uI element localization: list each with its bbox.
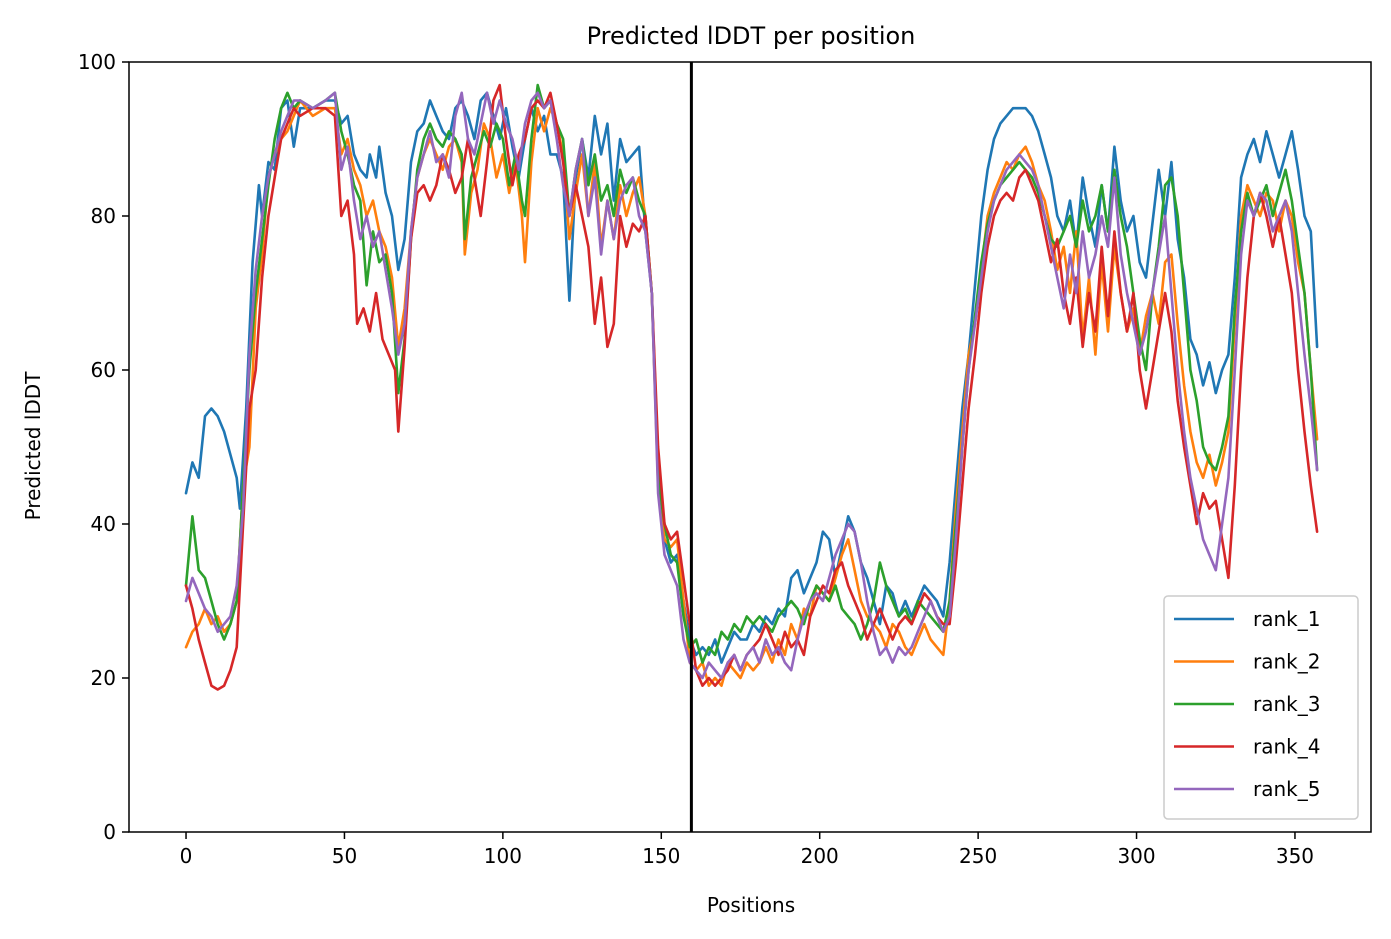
x-tick-label: 300 [1117,844,1155,868]
y-tick-label: 60 [91,358,116,382]
x-tick-label: 350 [1276,844,1314,868]
series-line-rank-5 [184,91,1319,680]
y-tick-label: 100 [78,50,116,74]
x-tick-label: 100 [484,844,522,868]
plot-frame [128,61,1372,833]
plot-area [128,61,1372,833]
y-axis: 0 20 40 60 80 100 [78,50,129,844]
x-axis-label: Positions [707,893,795,917]
x-tick-label: 150 [642,844,680,868]
chart-title: Predicted lDDT per position [587,22,916,50]
x-tick-label: 0 [180,844,193,868]
series-line-rank-3 [184,83,1319,664]
x-tick-label: 200 [801,844,839,868]
legend-label: rank_5 [1253,777,1320,801]
y-tick-label: 0 [103,820,116,844]
x-tick-label: 50 [332,844,357,868]
legend-label: rank_1 [1253,607,1320,631]
x-axis: 0 50 100 150 200 250 300 350 [180,832,1314,868]
series-layer [184,83,1319,691]
y-axis-label: Predicted lDDT [21,371,45,521]
x-tick-label: 250 [959,844,997,868]
y-tick-label: 40 [91,512,116,536]
legend-label: rank_3 [1253,692,1320,716]
y-tick-label: 80 [91,204,116,228]
legend: rank_1 rank_2 rank_3 rank_4 rank_5 [1163,595,1359,820]
y-tick-label: 20 [91,666,116,690]
legend-label: rank_2 [1253,650,1320,674]
legend-label: rank_4 [1253,735,1320,759]
legend-box [1163,595,1359,820]
